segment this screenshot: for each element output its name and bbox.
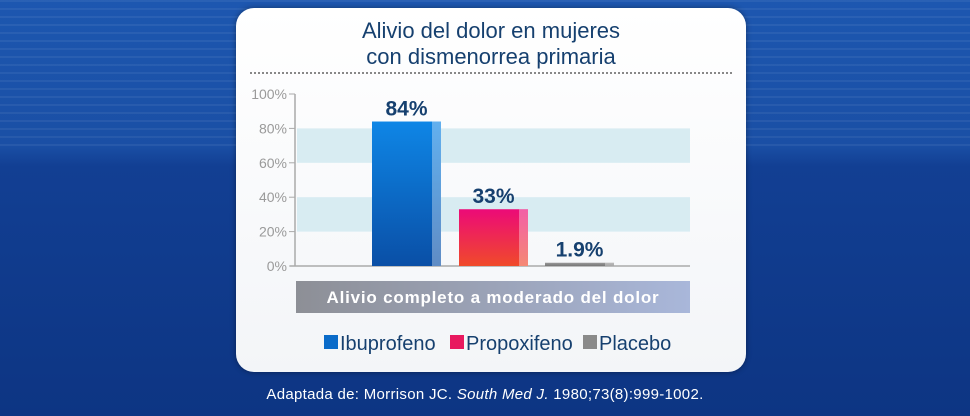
chart-title: Alivio del dolor en mujeres con dismenor…: [236, 18, 746, 70]
bar-highlight: [519, 209, 528, 266]
legend-swatch-placebo: [583, 335, 597, 349]
legend-swatch-ibuprofeno: [324, 335, 338, 349]
y-tick-label: 20%: [259, 224, 287, 240]
bar-ibuprofeno: [372, 121, 441, 267]
y-tick-label: 0%: [267, 258, 287, 274]
title-line-2: con dismenorrea primaria: [366, 44, 616, 69]
bar-propoxifeno: [459, 209, 528, 266]
y-tick-label: 100%: [251, 86, 287, 102]
y-tick-label: 80%: [259, 120, 287, 136]
y-tick-label: 40%: [259, 189, 287, 205]
legend-label: Ibuprofeno: [340, 333, 436, 355]
data-label: 84%: [385, 98, 427, 121]
x-label-banner: [296, 281, 690, 313]
citation-suffix: 1980;73(8):999-1002.: [548, 386, 704, 403]
citation: Adaptada de: Morrison JC. South Med J. 1…: [0, 386, 970, 403]
citation-journal: South Med J.: [456, 386, 549, 403]
y-tick-label: 60%: [259, 155, 287, 171]
data-label: 1.9%: [556, 239, 604, 262]
legend-swatch-propoxifeno: [450, 335, 464, 349]
title-divider: [250, 72, 732, 74]
citation-prefix: Adaptada de: Morrison JC.: [266, 386, 457, 403]
x-axis-label: Alivio completo a moderado del dolor: [327, 288, 660, 307]
bar-placebo: [545, 262, 614, 266]
bar-highlight: [432, 121, 441, 267]
bar-highlight: [605, 262, 614, 266]
legend-label: Propoxifeno: [466, 333, 573, 355]
grid-band: [297, 128, 690, 163]
title-line-1: Alivio del dolor en mujeres: [361, 18, 621, 43]
data-label: 33%: [472, 185, 514, 208]
legend-label: Placebo: [599, 333, 671, 355]
